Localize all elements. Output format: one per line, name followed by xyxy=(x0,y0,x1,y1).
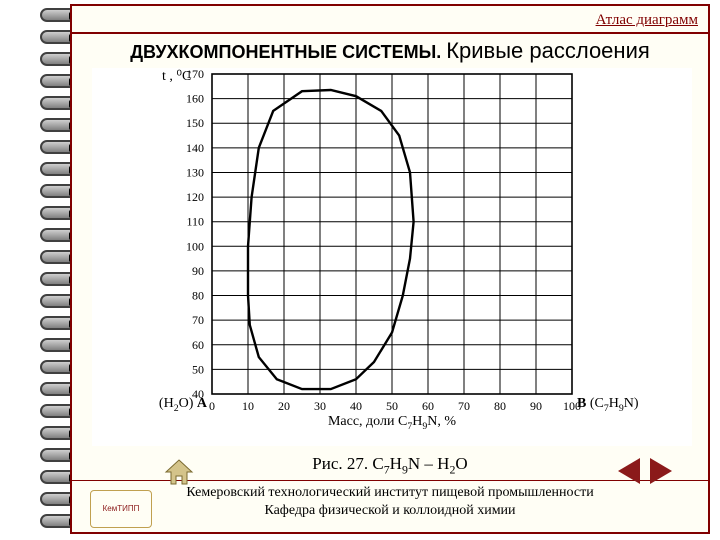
svg-text:90: 90 xyxy=(192,264,204,278)
title-suffix: Кривые расслоения xyxy=(446,38,650,63)
svg-text:40: 40 xyxy=(350,399,362,413)
svg-text:100: 100 xyxy=(186,239,204,253)
svg-text:70: 70 xyxy=(192,313,204,327)
svg-text:150: 150 xyxy=(186,116,204,130)
institute-logo: КемТИПП xyxy=(90,490,152,528)
page-title: ДВУХКОМПОНЕНТНЫЕ СИСТЕМЫ. Кривые расслое… xyxy=(72,38,708,64)
svg-text:90: 90 xyxy=(530,399,542,413)
page-frame: Атлас диаграмм ДВУХКОМПОНЕНТНЫЕ СИСТЕМЫ.… xyxy=(70,4,710,534)
svg-text:50: 50 xyxy=(192,362,204,376)
svg-text:30: 30 xyxy=(314,399,326,413)
title-prefix: ДВУХКОМПОНЕНТНЫЕ СИСТЕМЫ. xyxy=(130,42,446,62)
svg-text:80: 80 xyxy=(192,289,204,303)
nav-arrows xyxy=(618,458,688,486)
footer-line2: Кафедра физической и коллоидной химии xyxy=(264,503,515,518)
header-bar: Атлас диаграмм xyxy=(72,6,708,34)
footer-line1: Кемеровский технологический институт пищ… xyxy=(186,485,593,500)
svg-text:60: 60 xyxy=(422,399,434,413)
svg-text:50: 50 xyxy=(386,399,398,413)
svg-text:80: 80 xyxy=(494,399,506,413)
svg-text:120: 120 xyxy=(186,190,204,204)
svg-text:60: 60 xyxy=(192,338,204,352)
svg-text:20: 20 xyxy=(278,399,290,413)
svg-text:70: 70 xyxy=(458,399,470,413)
prev-button[interactable] xyxy=(618,458,640,484)
svg-text:t , ⁰C: t , ⁰C xyxy=(162,69,191,84)
svg-text:110: 110 xyxy=(186,215,204,229)
next-button[interactable] xyxy=(650,458,672,484)
svg-text:140: 140 xyxy=(186,141,204,155)
footer-text: Кемеровский технологический институт пищ… xyxy=(72,484,708,519)
svg-text:10: 10 xyxy=(242,399,254,413)
svg-text:130: 130 xyxy=(186,165,204,179)
home-button[interactable] xyxy=(164,458,194,486)
svg-text:0: 0 xyxy=(209,399,215,413)
svg-text:160: 160 xyxy=(186,92,204,106)
phase-diagram-chart: 0102030405060708090100405060708090100110… xyxy=(92,68,692,446)
atlas-link[interactable]: Атлас диаграмм xyxy=(596,12,698,28)
